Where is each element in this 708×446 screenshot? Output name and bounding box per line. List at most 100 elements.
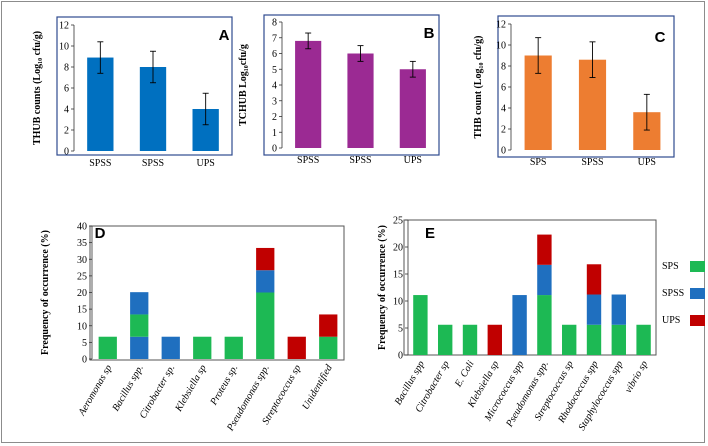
- x-tick-label: Proteus sp.: [208, 363, 240, 408]
- bar-segment-spss: [586, 294, 602, 325]
- bar-segment-sps: [586, 324, 602, 355]
- bar-segment-sps: [319, 336, 338, 359]
- y-axis-label: Frequency of occurrence (%): [377, 225, 388, 350]
- bar-segment-sps: [98, 336, 117, 359]
- y-tick-label: 0: [501, 146, 506, 157]
- bar-segment-spss: [611, 294, 626, 325]
- x-tick-label: SPSS: [297, 155, 319, 166]
- x-tick-label: SPSS: [349, 155, 371, 166]
- y-tick-label: 4: [272, 81, 277, 92]
- y-tick-label: 5: [82, 338, 87, 349]
- legend-swatch-ups: [690, 315, 705, 326]
- y-axis-label: Frequency of occurrence (%): [40, 230, 51, 355]
- x-tick-label: vibrio sp: [623, 359, 650, 395]
- y-tick-label: 4: [64, 105, 69, 116]
- bar-segment-sps: [130, 314, 149, 337]
- x-tick-label: Klebsiella sp: [173, 363, 209, 414]
- x-tick-label: SPS: [530, 157, 547, 168]
- bar-segment-sps: [224, 336, 243, 359]
- y-axis-label: THB count (Log₁₀ cfu/g): [473, 36, 484, 139]
- panel-label: C: [655, 29, 666, 46]
- legend-label: SPSS: [662, 288, 684, 299]
- y-tick-label: 6: [272, 49, 277, 60]
- bar-segment-ups: [319, 314, 338, 337]
- y-tick-label: 5: [398, 324, 403, 335]
- y-tick-label: 1: [272, 128, 277, 139]
- chart-b: 0 1 2 3 4 5 6 7 8 TCHUB Log₁₀cfu/g B SPSS SPSS UPS: [238, 14, 440, 166]
- x-tick-label: SPSS: [142, 158, 164, 169]
- y-tick-label: 20: [77, 288, 87, 299]
- y-tick-label: 30: [77, 255, 87, 266]
- y-tick-label: 40: [77, 222, 87, 233]
- bar-segment-spss: [130, 336, 149, 359]
- bar-segment-spss: [537, 264, 552, 296]
- bar-segment-sps: [256, 292, 275, 359]
- y-tick-label: 5: [272, 65, 277, 76]
- chart-a: 0 2 4 6 8 10 12 THUB counts (Log₁₀ cfu/g) A SPSS S…: [32, 16, 233, 169]
- panel-label: A: [219, 27, 230, 44]
- y-tick-label: 0: [82, 355, 87, 366]
- y-tick-label: 10: [77, 321, 87, 332]
- y-tick-label: 0: [272, 144, 277, 155]
- y-tick-label: 12: [59, 21, 69, 32]
- bar-segment-spss: [161, 336, 180, 359]
- y-tick-label: 20: [393, 243, 403, 254]
- y-tick-label: 8: [64, 63, 69, 74]
- x-tick-label: E. Coli: [452, 359, 476, 390]
- y-tick-label: 15: [393, 270, 403, 281]
- x-tick-label: SPSS: [581, 157, 603, 168]
- bar: [347, 53, 374, 148]
- chart-c: 0 2 4 6 8 10 12 THB count (Log₁₀ cfu/g) C SPS SPSS…: [473, 15, 675, 168]
- bar-segment-spss: [512, 295, 527, 355]
- legend-label: SPS: [662, 261, 679, 272]
- y-tick-label: 0: [64, 147, 69, 158]
- y-axis-label: TCHUB Log₁₀cfu/g: [238, 44, 249, 126]
- y-tick-label: 2: [64, 126, 69, 137]
- bar-segment-sps: [413, 295, 428, 355]
- bar-segment-sps: [636, 324, 651, 355]
- bar: [295, 40, 322, 148]
- bar-segment-ups: [287, 336, 306, 359]
- y-tick-label: 10: [59, 42, 69, 53]
- plot-border: [263, 14, 440, 156]
- bar-segment-ups: [256, 247, 275, 271]
- plot-border: [89, 225, 345, 361]
- bar-segment-spss: [130, 292, 149, 315]
- y-tick-label: 6: [64, 84, 69, 95]
- bar: [399, 69, 426, 148]
- y-tick-label: 10: [393, 297, 403, 308]
- legend-label: UPS: [662, 315, 680, 326]
- bar-segment-sps: [562, 324, 577, 355]
- y-tick-label: 7: [272, 33, 277, 44]
- plot-border: [403, 219, 657, 356]
- y-tick-label: 0: [398, 351, 403, 362]
- y-tick-label: 12: [496, 20, 506, 31]
- y-tick-label: 2: [272, 112, 277, 123]
- panel-label: E: [425, 225, 435, 242]
- x-tick-label: Bacillus spp.: [110, 363, 145, 413]
- bar-segment-ups: [537, 234, 552, 265]
- y-tick-label: 4: [501, 104, 506, 115]
- panel-label: B: [424, 25, 435, 42]
- y-tick-label: 8: [272, 18, 277, 29]
- bar-segment-sps: [611, 324, 626, 355]
- bar-segment-sps: [438, 324, 453, 355]
- y-tick-label: 15: [77, 305, 87, 316]
- x-tick-label: Aeromonas sp: [76, 363, 114, 418]
- plot-border: [56, 16, 233, 156]
- panel-label: D: [95, 225, 106, 242]
- bar-segment-sps: [537, 295, 552, 355]
- y-axis-label: THUB counts (Log₁₀ cfu/g): [32, 31, 43, 145]
- y-tick-label: 6: [501, 83, 506, 94]
- y-tick-label: 3: [272, 96, 277, 107]
- bar-segment-sps: [462, 324, 478, 355]
- legend-swatch-spss: [690, 288, 705, 299]
- x-tick-label: UPS: [196, 158, 214, 169]
- bar-segment-spss: [256, 270, 275, 293]
- chart-d: 0 5 10 15 20 25 30 35 40 Frequency of occurrence …: [40, 222, 345, 434]
- y-tick-label: 2: [501, 125, 506, 136]
- x-tick-label: UPS: [404, 155, 422, 166]
